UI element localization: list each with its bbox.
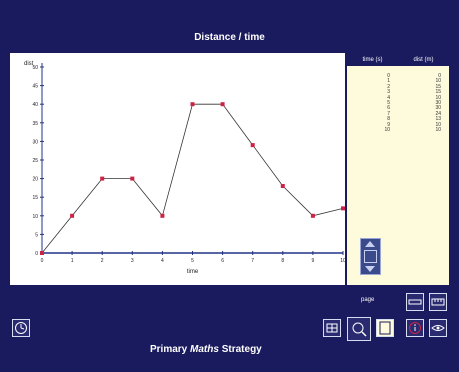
y-tick-label: 50 [32, 65, 38, 71]
table-cell: 10 [435, 121, 441, 128]
table-cell: 30 [435, 105, 441, 112]
y-tick-label: 35 [32, 121, 38, 127]
table-cell: 10 [435, 126, 441, 133]
table-header: time (s) dist (m) [347, 53, 449, 66]
ruler-icon [431, 298, 445, 306]
table-cell: 15 [435, 83, 441, 90]
data-point [341, 206, 345, 211]
brand-word-1: Primary [150, 344, 188, 355]
data-point [310, 213, 315, 218]
data-point [70, 213, 75, 218]
table-cell: 3 [387, 89, 390, 96]
page-label: page [361, 297, 375, 303]
table-cell: 2 [387, 83, 390, 90]
table-cell: 1 [387, 78, 390, 85]
x-tick-label: 0 [41, 258, 44, 264]
info-button[interactable] [406, 319, 424, 337]
table-cell: 6 [387, 105, 390, 112]
x-axis-label: time [187, 269, 199, 275]
y-tick-label: 20 [32, 177, 38, 183]
table-cell: 0 [387, 73, 390, 79]
y-tick-label: 5 [35, 232, 38, 238]
table-cell: 8 [387, 116, 390, 123]
info-icon [409, 322, 421, 334]
y-axis-label: dist [24, 61, 34, 67]
zoom-button[interactable] [347, 317, 371, 341]
x-tick-label: 1 [71, 258, 74, 264]
data-table-panel: time (s) dist (m) 0 1 2 3 4 5 6 7 8 9 10 0 10 15 15 10… [347, 53, 449, 285]
table-body: 0 1 2 3 4 5 6 7 8 9 10 0 10 15 15 10 30 30 24 13 10 10 [347, 66, 449, 133]
scroll-down-icon[interactable] [365, 266, 375, 272]
x-tick-label: 2 [101, 258, 104, 264]
x-tick-label: 7 [251, 258, 254, 264]
y-tick-label: 0 [35, 251, 38, 257]
scale-button[interactable] [406, 293, 424, 311]
table-col-dist: 0 10 15 15 10 30 30 24 13 10 10 [398, 73, 449, 133]
table-cell: 4 [387, 94, 390, 101]
clock-button[interactable] [12, 319, 30, 337]
grid-icon [326, 323, 338, 333]
table-cell: 10 [435, 78, 441, 85]
x-tick-label: 3 [131, 258, 134, 264]
ruler-button[interactable] [429, 293, 447, 311]
col-header-dist: dist (m) [413, 56, 434, 63]
scroll-thumb[interactable] [364, 250, 377, 263]
data-point [280, 184, 285, 189]
page-button[interactable] [376, 319, 394, 337]
table-cell: 24 [435, 110, 441, 117]
x-tick-label: 9 [312, 258, 315, 264]
x-tick-label: 4 [161, 258, 164, 264]
data-point [250, 143, 255, 148]
col-header-time: time (s) [362, 56, 383, 63]
scale-icon [408, 299, 422, 305]
y-tick-label: 45 [32, 84, 38, 90]
y-tick-label: 40 [32, 102, 38, 108]
x-tick-label: 8 [281, 258, 284, 264]
data-point [40, 251, 44, 255]
eye-icon [431, 325, 445, 331]
window-title: Distance / time [194, 32, 265, 43]
x-tick-label: 10 [340, 258, 345, 264]
grid-button[interactable] [323, 319, 341, 337]
table-cell: 10 [384, 126, 390, 133]
brand-footer: Primary Maths Strategy [150, 344, 262, 355]
scroll-control[interactable] [360, 238, 381, 275]
data-point [190, 102, 195, 107]
x-tick-label: 5 [191, 258, 194, 264]
y-tick-label: 25 [32, 158, 38, 164]
series-line [41, 103, 344, 254]
data-point [100, 176, 105, 181]
y-tick-label: 15 [32, 195, 38, 201]
table-cell: 7 [387, 110, 390, 117]
table-col-time: 0 1 2 3 4 5 6 7 8 9 10 [347, 73, 398, 133]
scroll-up-icon[interactable] [365, 241, 375, 247]
data-point [130, 176, 135, 181]
brand-word-2: Maths [190, 344, 219, 355]
y-tick-label: 30 [32, 139, 38, 145]
clock-icon [15, 322, 27, 334]
table-cell: 9 [387, 121, 390, 128]
data-point [160, 213, 165, 218]
table-cell: 15 [435, 89, 441, 96]
table-cell: 5 [387, 99, 390, 106]
plot-panel: 0 5 10 15 20 25 30 35 40 45 50 0 1 2 3 4 5 6 7 8 9 10 dist time [10, 53, 345, 285]
y-tick-label: 10 [32, 214, 38, 220]
magnifier-icon [352, 322, 367, 337]
eye-button[interactable] [429, 319, 447, 337]
table-cell: 30 [435, 99, 441, 106]
table-cell: 0 [438, 73, 441, 79]
data-point [220, 102, 225, 107]
brand-word-3: Strategy [221, 344, 262, 355]
table-cell: 10 [435, 94, 441, 101]
page-icon [379, 321, 391, 335]
x-tick-label: 6 [221, 258, 224, 264]
table-cell: 13 [435, 116, 441, 123]
